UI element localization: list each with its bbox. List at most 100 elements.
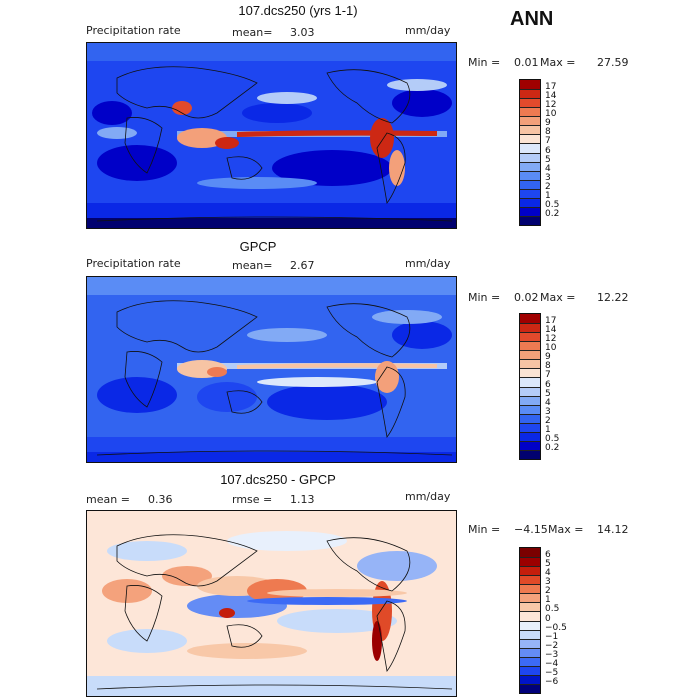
panel-diff-max-value: 14.12	[597, 523, 629, 536]
panel-model-min-value: 0.01	[514, 56, 539, 69]
colorbar-tick-label: 0.2	[545, 208, 560, 219]
colorbar-tick-label: 7	[545, 370, 551, 381]
colorbar-swatch	[520, 611, 540, 621]
colorbar-swatch	[520, 422, 540, 432]
colorbar-swatch	[520, 404, 540, 414]
colorbar-tick-label: 17	[545, 316, 557, 327]
colorbar-swatch	[520, 683, 540, 693]
colorbar-swatch	[520, 98, 540, 108]
panel-diff-mean-value: 0.36	[148, 493, 173, 506]
panel-model-min-label: Min =	[468, 56, 501, 69]
colorbar-swatch	[520, 395, 540, 405]
colorbar-tick-label: 2	[545, 181, 551, 192]
colorbar-swatch	[520, 620, 540, 630]
colorbar-tick-label: 6	[545, 550, 551, 561]
panel-model-mean-label: mean=	[232, 26, 273, 39]
colorbar-tick-label: 6	[545, 379, 551, 390]
colorbar-swatch	[520, 206, 540, 216]
panel-diff-map	[86, 510, 457, 697]
colorbar-swatch	[520, 125, 540, 135]
panel-obs-min-label: Min =	[468, 291, 501, 304]
colorbar-swatch	[520, 566, 540, 576]
panel-diff-map-graphic	[87, 511, 456, 696]
colorbar-tick-label: 12	[545, 100, 557, 111]
colorbar-swatch	[520, 134, 540, 144]
colorbar-swatch	[520, 215, 540, 225]
panel-diff-max-label: Max =	[548, 523, 584, 536]
colorbar-tick-label: 4	[545, 568, 551, 579]
colorbar-tick-label: 0.5	[545, 604, 560, 615]
colorbar-swatch	[520, 188, 540, 198]
colorbar-swatch	[520, 359, 540, 369]
season-label: ANN	[510, 8, 554, 30]
panel-obs-mean-value: 2.67	[290, 259, 315, 272]
colorbar-tick-label: 7	[545, 136, 551, 147]
colorbar-swatch	[520, 314, 540, 324]
panel-obs-units: mm/day	[405, 257, 451, 270]
colorbar-tick-label: 0.2	[545, 442, 560, 453]
colorbar-tick-label: 14	[545, 91, 557, 102]
colorbar-swatch	[520, 170, 540, 180]
panel-obs-field-label: Precipitation rate	[86, 257, 181, 270]
colorbar-swatch	[520, 584, 540, 594]
colorbar-tick-label: −0.5	[545, 622, 567, 633]
colorbar-tick-label: 3	[545, 577, 551, 588]
colorbar-tick-label: 9	[545, 118, 551, 129]
colorbar-tick-label: 1	[545, 424, 551, 435]
colorbar-swatch	[520, 143, 540, 153]
colorbar-tick-label: −3	[545, 649, 559, 660]
colorbar-tick-label: 6	[545, 145, 551, 156]
colorbar-tick-label: 8	[545, 361, 551, 372]
colorbar-swatch	[520, 341, 540, 351]
panel-obs-map	[86, 276, 457, 463]
colorbar-swatch	[520, 179, 540, 189]
colorbar-tick-label: 0.5	[545, 433, 560, 444]
colorbar-tick-label: 4	[545, 397, 551, 408]
panel-diff-title: 107.dcs250 - GPCP	[220, 472, 336, 487]
colorbar-tick-label: −4	[545, 658, 559, 669]
panel-model-map-graphic	[87, 43, 456, 228]
panel-model-max-label: Max =	[540, 56, 576, 69]
colorbar-tick-label: 4	[545, 163, 551, 174]
colorbar-swatch	[520, 107, 540, 117]
colorbar-tick-label: 9	[545, 352, 551, 363]
panel-obs-max-value: 12.22	[597, 291, 629, 304]
colorbar-swatch	[520, 116, 540, 126]
colorbar-swatch	[520, 161, 540, 171]
colorbar-tick-label: 3	[545, 406, 551, 417]
colorbar-swatch	[520, 647, 540, 657]
colorbar-swatch	[520, 593, 540, 603]
colorbar-tick-label: 2	[545, 586, 551, 597]
colorbar-swatch	[520, 638, 540, 648]
panel-diff-min-label: Min =	[468, 523, 501, 536]
colorbar-swatch	[520, 656, 540, 666]
panel-model-units: mm/day	[405, 24, 451, 37]
panel-model-field-label: Precipitation rate	[86, 24, 181, 37]
colorbar-swatch	[520, 575, 540, 585]
colorbar-swatch	[520, 431, 540, 441]
panel-model-mean-value: 3.03	[290, 26, 315, 39]
panel-diff-rmse-value: 1.13	[290, 493, 315, 506]
colorbar-tick-label: 1	[545, 190, 551, 201]
colorbar-tick-label: 1	[545, 595, 551, 606]
colorbar-tick-label: 12	[545, 334, 557, 345]
colorbar-tick-label: 0.5	[545, 199, 560, 210]
panel-model-colorbar	[519, 79, 541, 226]
panel-obs-map-graphic	[87, 277, 456, 462]
colorbar-tick-label: 8	[545, 127, 551, 138]
colorbar-tick-label: 10	[545, 343, 557, 354]
colorbar-tick-label: 17	[545, 82, 557, 93]
colorbar-swatch	[520, 332, 540, 342]
panel-obs-min-value: 0.02	[514, 291, 539, 304]
panel-obs-mean-label: mean=	[232, 259, 273, 272]
colorbar-swatch	[520, 386, 540, 396]
colorbar-swatch	[520, 89, 540, 99]
colorbar-swatch	[520, 602, 540, 612]
colorbar-tick-label: −1	[545, 631, 559, 642]
panel-obs-title: GPCP	[239, 239, 277, 254]
colorbar-swatch	[520, 368, 540, 378]
panel-diff-colorbar	[519, 547, 541, 694]
colorbar-swatch	[520, 350, 540, 360]
panel-model-map	[86, 42, 457, 229]
colorbar-swatch	[520, 548, 540, 558]
